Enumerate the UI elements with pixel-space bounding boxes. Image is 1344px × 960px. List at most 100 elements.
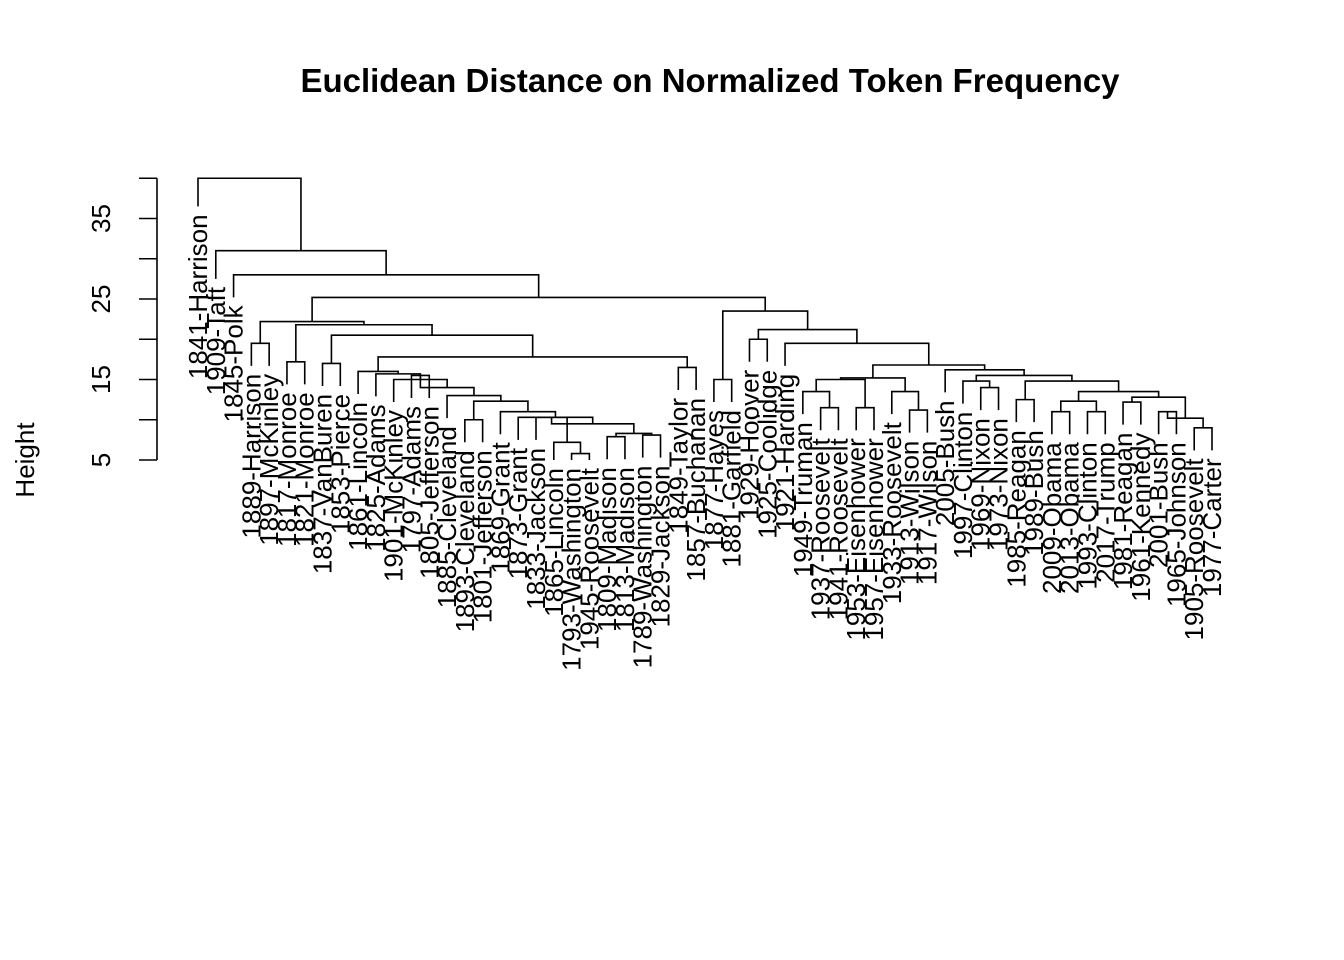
dendrogram-branch xyxy=(1024,380,1120,400)
dendrogram-branch xyxy=(748,338,769,362)
leaf-label: 1985-Reagan xyxy=(1001,430,1031,588)
dendrogram-branch xyxy=(1193,427,1213,451)
leaf-label: 1881-Garfield xyxy=(717,410,747,568)
dendrogram-branch xyxy=(232,274,540,298)
leaf-label: 1973-Nixon xyxy=(984,418,1014,551)
leaf-label: 1889-Harrison xyxy=(236,374,266,539)
leaf-label: 1961-Kennedy xyxy=(1126,433,1156,602)
leaf-label: 1929-Hoover xyxy=(734,369,764,520)
leaf-label: 1885-Cleveland xyxy=(432,426,462,608)
leaf-label: 1905-Roosevelt xyxy=(1179,458,1209,641)
leaf-label: 1937-Roosevelt xyxy=(806,437,836,620)
leaf-label: 1893-Cleveland xyxy=(450,450,480,632)
dendrogram-branch xyxy=(311,296,767,322)
leaf-label: 1941-Roosevelt xyxy=(823,437,853,620)
leaf-label: 1837-VanBuren xyxy=(308,394,338,574)
leaf-label: 1829-Jackson xyxy=(646,466,676,628)
y-axis-label: Height xyxy=(10,422,40,498)
leaf-label: 1869-Grant xyxy=(485,441,515,573)
leaf-label: 1861-Lincoln xyxy=(343,402,373,551)
dendrogram-branch xyxy=(499,410,557,435)
dendrogram-branch xyxy=(1122,401,1142,425)
dendrogram-branch xyxy=(464,418,484,443)
leaf-label: 1945-Roosevelt xyxy=(574,467,604,650)
leaf-label: 1805-Jefferson xyxy=(414,406,444,579)
leaf-label: 2005-Bush xyxy=(930,400,960,526)
leaf-label: 1909-Taft xyxy=(201,286,231,395)
dendrogram-branch xyxy=(908,409,929,433)
dendrogram-branch xyxy=(815,378,866,408)
leaf-label: 1857-Buchanan xyxy=(681,398,711,582)
y-axis: 5 15 25 35 xyxy=(86,177,158,467)
dendrogram-branch xyxy=(375,373,422,397)
leaf-label: 1977-Carter xyxy=(1197,458,1227,597)
dendrogram-branch xyxy=(250,342,270,366)
dendrogram-branch xyxy=(962,380,991,404)
leaf-label: 1901-McKinley xyxy=(379,410,409,582)
leaf-label: 1821-Monroe xyxy=(290,392,320,547)
dendrogram-branches xyxy=(197,177,1213,460)
dendrogram-branch xyxy=(872,364,986,378)
dendrogram-branch xyxy=(570,452,591,460)
leaf-label: 1933-Roosevelt xyxy=(877,421,907,604)
dendrogram-branch xyxy=(721,310,809,380)
leaf-label: 1849-Taylor xyxy=(663,398,693,534)
leaf-label: 1917-Wilson xyxy=(912,441,942,586)
dendrogram-branch xyxy=(197,177,302,251)
leaf-label: 1989-Bush xyxy=(1019,430,1049,556)
leaf-label: 1809-Madison xyxy=(592,467,622,632)
dendrogram-branch xyxy=(855,406,875,431)
dendrogram-branch xyxy=(677,366,697,390)
leaf-label: 1841-Harrison xyxy=(183,214,213,379)
leaf-label: 1921-Harding xyxy=(770,374,800,532)
dendrogram-branch xyxy=(606,435,626,460)
y-tick-label: 15 xyxy=(86,365,116,394)
dendrogram-branch xyxy=(757,328,858,344)
leaf-labels: 1841-Harrison1909-Taft1845-Polk1889-Harr… xyxy=(183,214,1227,670)
dendrogram-branch xyxy=(1059,400,1098,412)
dendrogram-branch xyxy=(975,374,1073,382)
dendrogram-branch xyxy=(979,386,1000,411)
dendrogram-branch xyxy=(784,342,930,366)
leaf-label: 1833-Jackson xyxy=(521,448,551,610)
dendrogram-branch xyxy=(1077,390,1160,402)
leaf-label: 1789-Washington xyxy=(628,466,658,669)
y-tick-label: 35 xyxy=(86,204,116,233)
leaf-label: 1793-Washington xyxy=(557,468,587,671)
leaf-label: 2001-Bush xyxy=(1144,442,1174,568)
leaf-label: 1897-McKinley xyxy=(254,374,284,546)
leaf-label: 2017-Trump xyxy=(1090,442,1120,583)
dendrogram-branch xyxy=(330,334,534,364)
leaf-label: 1853-Pierce xyxy=(325,394,355,534)
dendrogram-branch xyxy=(377,356,689,372)
dendrogram-branch xyxy=(802,390,831,415)
y-tick-label: 5 xyxy=(86,453,116,467)
leaf-label: 1873-Grant xyxy=(503,447,533,579)
dendrogram-branch xyxy=(1015,398,1035,423)
dendrogram-branch xyxy=(713,378,733,403)
leaf-label: 1993-Clinton xyxy=(1072,442,1102,589)
leaf-label: 1965-Johnson xyxy=(1161,442,1191,607)
dendrogram-branch xyxy=(321,362,342,386)
chart-title: Euclidean Distance on Normalized Token F… xyxy=(300,62,1120,99)
dendrogram-branch xyxy=(819,406,840,431)
leaf-label: 1957-Eisenhower xyxy=(859,438,889,641)
leaf-label: 1797-Adams xyxy=(396,406,426,553)
leaf-label: 1801-Jefferson xyxy=(468,450,498,623)
leaf-label: 1949-Truman xyxy=(788,422,818,577)
leaf-label: 1845-Polk xyxy=(219,304,249,422)
leaf-label: 1997-Clinton xyxy=(948,412,978,559)
dendrogram-branch xyxy=(552,441,582,460)
dendrogram-branch xyxy=(641,434,662,458)
leaf-label: 1913-Wilson xyxy=(895,441,925,586)
leaf-label: 1981-Reagan xyxy=(1108,433,1138,591)
leaf-label: 1817-Monroe xyxy=(272,392,302,547)
leaf-label: 1925-Coolidge xyxy=(752,370,782,539)
leaf-label: 1825-Adams xyxy=(361,404,391,551)
dendrogram-branch xyxy=(1086,410,1107,435)
dendrogram-branch xyxy=(1051,410,1071,435)
leaf-label: 1969-Nixon xyxy=(966,418,996,551)
leaf-label: 1953-Eisenhower xyxy=(841,438,871,641)
leaf-label: 2009-Obama xyxy=(1037,442,1067,594)
